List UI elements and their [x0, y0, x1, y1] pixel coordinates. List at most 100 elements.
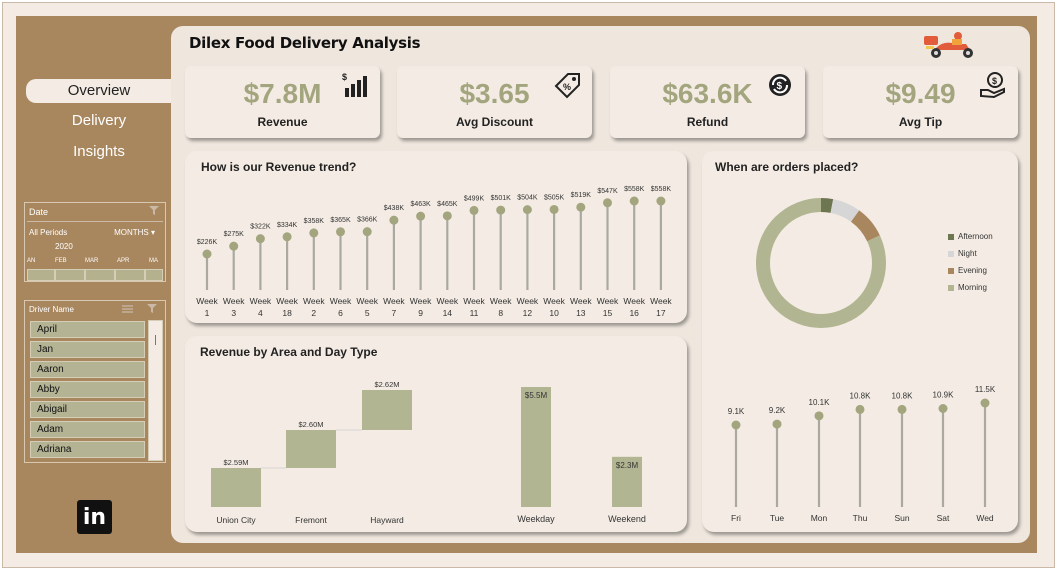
nav-overview[interactable]: Overview	[26, 79, 172, 103]
legend-swatch	[948, 250, 954, 257]
trend-tick-label: 13	[576, 308, 586, 318]
trend-data-label: $558K	[624, 186, 645, 193]
revenue-trend-panel	[185, 151, 687, 323]
legend-item: Morning	[948, 279, 993, 296]
filter-icon[interactable]	[147, 304, 157, 313]
legend-label: Afternoon	[958, 232, 993, 241]
delivery-scooter-icon	[924, 32, 973, 58]
driver-item-abigail[interactable]: Abigail	[30, 401, 145, 418]
driver-item-adriana[interactable]: Adriana	[30, 441, 145, 458]
linkedin-icon[interactable]: in	[77, 500, 112, 534]
daytype-bar	[612, 456, 642, 507]
trend-data-label: $505K	[544, 194, 565, 201]
granularity-value: MONTHS	[114, 228, 149, 237]
driver-slicer-title: Driver Name	[29, 305, 74, 314]
month-label-1: AN	[27, 258, 36, 264]
dow-tick-label: Mon	[811, 513, 828, 523]
trend-data-label: $226K	[197, 239, 218, 246]
waterfall-tick-label: Hayward	[370, 515, 404, 525]
dow-point	[938, 404, 948, 413]
waterfall-data-label: $2.60M	[298, 420, 323, 429]
trend-point	[549, 204, 559, 214]
trend-tick-label: Week	[437, 296, 459, 306]
kpi-refund-value: $63.6K	[662, 78, 753, 109]
dow-point	[772, 419, 782, 429]
trend-data-label: $519K	[571, 192, 592, 199]
hand-coin-icon: $	[980, 72, 1005, 99]
trend-point	[629, 196, 639, 206]
date-slicer[interactable]: Date All Periods MONTHS ▾ 2020 AN FEB MA…	[24, 202, 166, 282]
month-cell[interactable]	[85, 269, 115, 281]
trend-tick-label: 3	[231, 308, 236, 318]
month-cell[interactable]	[145, 269, 163, 281]
daytype-data-label: $2.3M	[616, 461, 639, 470]
dow-point	[814, 411, 824, 421]
dow-tick-label: Tue	[770, 513, 785, 523]
driver-item-abby[interactable]: Abby	[30, 381, 145, 398]
trend-point	[202, 249, 212, 259]
chevron-down-icon: ▾	[150, 228, 155, 237]
date-slicer-title: Date	[29, 207, 49, 217]
trend-point	[469, 205, 479, 215]
kpi-discount-value: $3.65	[459, 78, 530, 109]
filter-icon[interactable]	[149, 206, 159, 215]
dow-tick-label: Thu	[853, 513, 868, 523]
driver-item-adam[interactable]: Adam	[30, 421, 145, 438]
trend-data-label: $438K	[384, 205, 405, 212]
trend-data-label: $463K	[410, 201, 431, 208]
trend-tick-label: Week	[330, 296, 352, 306]
month-cell[interactable]	[55, 269, 85, 281]
legend-item: Evening	[948, 262, 993, 279]
month-cell[interactable]	[27, 269, 55, 281]
dow-data-label: 9.1K	[728, 407, 745, 416]
trend-tick-label: Week	[356, 296, 378, 306]
kpi-tip-card: $9.49 Avg Tip $	[823, 66, 1018, 138]
scrollbar-thumb[interactable]	[155, 335, 156, 345]
kpi-discount-label: Avg Discount	[456, 115, 533, 129]
trend-point	[522, 205, 532, 215]
trend-tick-label: 18	[282, 308, 292, 318]
driver-item-jan[interactable]: Jan	[30, 341, 145, 358]
orders-placed-title: When are orders placed?	[715, 160, 859, 174]
trend-point	[255, 234, 265, 244]
trend-tick-label: 12	[523, 308, 533, 318]
year-label: 2020	[55, 242, 73, 251]
list-icon[interactable]	[122, 305, 133, 313]
trend-data-label: $275K	[224, 231, 245, 238]
dow-tick-label: Fri	[731, 513, 741, 523]
dow-data-label: 10.9K	[933, 391, 955, 400]
nav-delivery[interactable]: Delivery	[71, 112, 127, 129]
trend-point	[656, 196, 666, 206]
driver-item-aaron[interactable]: Aaron	[30, 361, 145, 378]
dow-point	[980, 398, 990, 408]
trend-data-label: $322K	[250, 224, 271, 231]
nav-insights[interactable]: Insights	[73, 143, 125, 160]
daytype-tick-label: Weekday	[517, 514, 555, 524]
kpi-revenue-card: $7.8M Revenue $	[185, 66, 380, 138]
svg-text:$: $	[992, 76, 997, 86]
dow-point	[855, 404, 865, 414]
trend-point	[389, 215, 399, 225]
period-label: All Periods	[29, 228, 68, 237]
trend-tick-label: 14	[443, 308, 453, 318]
driver-slicer[interactable]: Driver Name April Jan Aaron Abby Abigail…	[24, 300, 166, 463]
driver-item-april[interactable]: April	[30, 321, 145, 338]
dow-point	[731, 420, 741, 430]
page-title: Dilex Food Delivery Analysis	[189, 34, 421, 52]
month-cell[interactable]	[115, 269, 145, 281]
trend-tick-label: 11	[470, 308, 479, 318]
waterfall-bar	[286, 430, 336, 468]
trend-tick-label: Week	[223, 296, 245, 306]
trend-data-label: $358K	[304, 218, 325, 225]
refresh-dollar-icon: $	[769, 74, 791, 96]
trend-data-label: $499K	[464, 195, 485, 202]
trend-data-label: $558K	[651, 186, 672, 193]
waterfall-data-label: $2.59M	[223, 458, 248, 467]
waterfall-tick-label: Fremont	[295, 515, 327, 525]
trend-point	[603, 198, 612, 208]
granularity-select[interactable]: MONTHS ▾	[114, 228, 155, 237]
kpi-refund-label: Refund	[686, 115, 729, 129]
trend-point	[309, 228, 319, 238]
scrollbar[interactable]	[148, 320, 163, 461]
trend-data-label: $504K	[517, 195, 538, 202]
